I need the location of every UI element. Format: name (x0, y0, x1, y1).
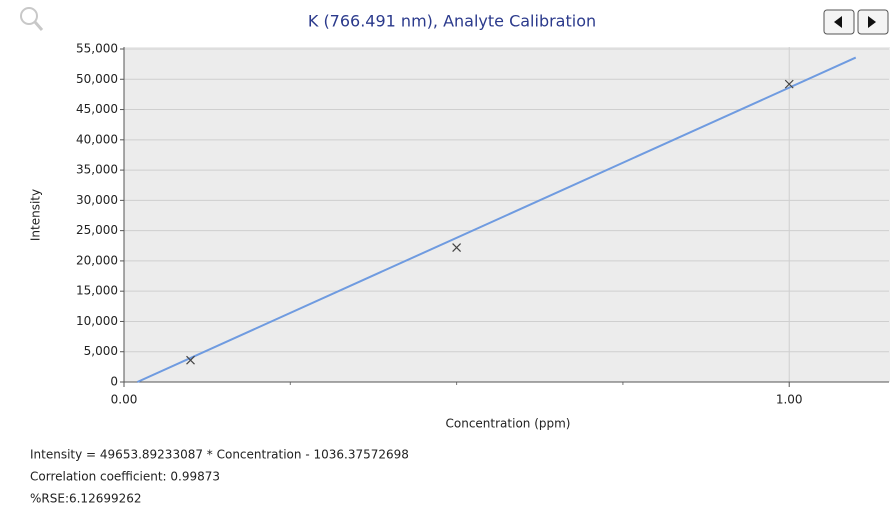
y-axis-label: Intensity (29, 189, 43, 241)
data-point (452, 243, 462, 253)
y-tick-label: 25,000 (76, 223, 118, 237)
data-point (186, 355, 195, 365)
y-tick-label: 30,000 (76, 193, 118, 207)
y-tick-label: 55,000 (76, 42, 118, 56)
data-point (784, 79, 794, 89)
y-tick-label: 10,000 (76, 314, 118, 328)
y-tick-label: 50,000 (76, 72, 118, 86)
search-icon[interactable] (20, 7, 44, 31)
y-tick-label: 40,000 (76, 132, 118, 146)
x-axis-label: Concentration (ppm) (446, 417, 571, 431)
y-tick-label: 5,000 (84, 344, 118, 358)
prev-button[interactable] (823, 9, 855, 35)
correlation: Correlation coefficient: 0.99873 (30, 470, 220, 484)
fit-line (136, 56, 857, 383)
x-tick-label: 1.00 (776, 393, 803, 407)
y-tick-label: 45,000 (76, 102, 118, 116)
y-tick-label: 15,000 (76, 284, 118, 298)
y-tick-label: 20,000 (76, 253, 118, 267)
y-tick-label: 35,000 (76, 163, 118, 177)
x-tick-label: 0.00 (111, 393, 138, 407)
rse: %RSE:6.12699262 (30, 492, 142, 506)
chart-title: K (766.491 nm), Analyte Calibration (308, 12, 596, 31)
y-tick-label: 0 (110, 375, 118, 389)
equation: Intensity = 49653.89233087 * Concentrati… (30, 448, 409, 462)
next-button[interactable] (857, 9, 889, 35)
